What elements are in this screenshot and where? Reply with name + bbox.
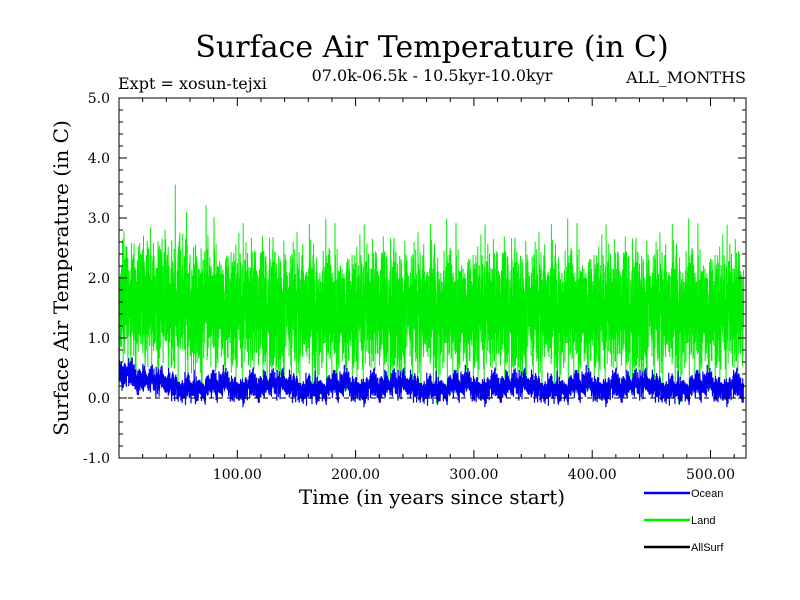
chart-subtitle: 07.0k-06.5k - 10.5kyr-10.0kyr [312,66,553,85]
x-tick-label: 500.00 [686,467,735,483]
y-tick-label: 1.0 [88,331,110,347]
legend-label-ocean: Ocean [691,488,723,500]
y-tick-label: 3.0 [88,211,110,227]
x-tick-label: 100.00 [213,467,262,483]
y-tick-labels: -1.0 0.0 1.0 2.0 3.0 4.0 5.0 [83,91,110,467]
x-tick-labels: 100.00 200.00 300.00 400.00 500.00 [213,467,735,483]
series-layer [119,184,745,408]
months-caption: ALL_MONTHS [625,68,746,87]
x-tick-label: 200.00 [331,467,380,483]
experiment-caption: Expt = xosun-tejxi [118,74,267,93]
legend: Ocean Land AllSurf [644,488,724,554]
axis-ticks [118,97,746,459]
series-line-ocean [119,357,745,408]
series-line-land [119,184,745,404]
y-tick-label: 4.0 [88,151,110,167]
y-tick-label: 2.0 [88,271,110,287]
legend-label-land: Land [691,515,715,527]
x-tick-label: 400.00 [568,467,617,483]
y-axis-label: Surface Air Temperature (in C) [49,120,73,436]
y-tick-label: -1.0 [83,451,110,467]
legend-label-allsurf: AllSurf [691,542,724,554]
y-tick-label: 0.0 [88,391,110,407]
x-tick-label: 300.00 [449,467,498,483]
chart-title: Surface Air Temperature (in C) [195,30,668,65]
y-tick-label: 5.0 [88,91,110,107]
x-axis-label: Time (in years since start) [299,485,565,509]
